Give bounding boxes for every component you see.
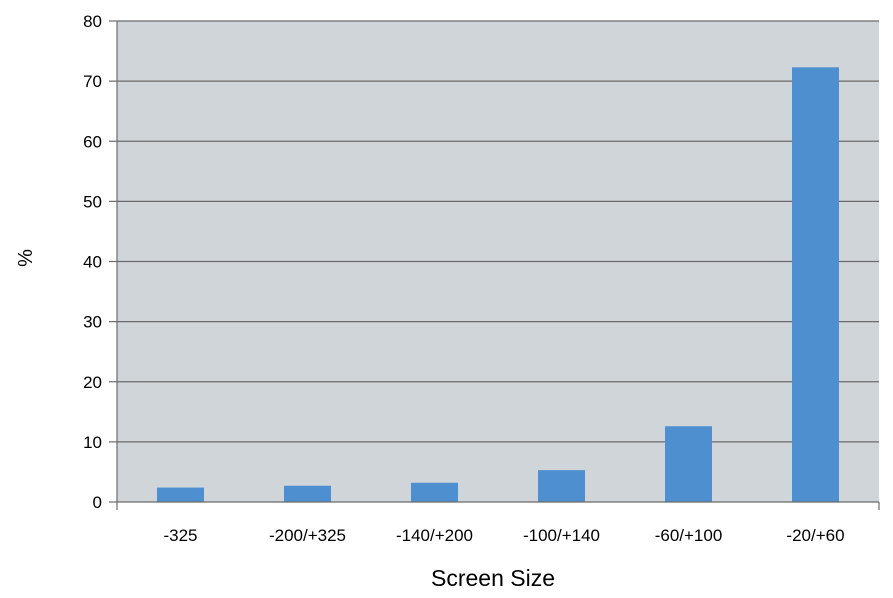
x-tick-labels: -325 -200/+325 -140/+200 -100/+140 -60/+100 -… xyxy=(163,526,844,545)
x-tick-label: -140/+200 xyxy=(396,526,473,545)
y-tick-label: 30 xyxy=(83,313,102,332)
y-tick-label: 60 xyxy=(83,132,102,151)
x-tick-label: -325 xyxy=(163,526,197,545)
bar xyxy=(792,67,839,502)
y-axis-title: % xyxy=(15,249,37,267)
bar xyxy=(665,426,712,502)
y-tick-label: 10 xyxy=(83,433,102,452)
x-axis-title: Screen Size xyxy=(431,565,555,591)
bar xyxy=(538,470,585,502)
x-tick-label: -100/+140 xyxy=(523,526,600,545)
y-tick-label: 80 xyxy=(83,12,102,31)
y-tick-label: 50 xyxy=(83,192,102,211)
bar xyxy=(157,487,204,502)
axes xyxy=(116,21,880,510)
x-tick-label: -20/+60 xyxy=(786,526,844,545)
y-tick-label: 40 xyxy=(83,253,102,272)
bar xyxy=(411,482,458,502)
y-tick-labels: 0 10 20 30 40 50 60 70 80 xyxy=(83,12,117,512)
x-tick-label: -200/+325 xyxy=(269,526,346,545)
y-tick-label: 0 xyxy=(93,493,102,512)
x-tick-label: -60/+100 xyxy=(655,526,723,545)
bars xyxy=(157,67,839,502)
y-tick-label: 20 xyxy=(83,373,102,392)
gridlines xyxy=(117,20,879,443)
y-tick-label: 70 xyxy=(83,72,102,91)
bar xyxy=(284,485,331,502)
